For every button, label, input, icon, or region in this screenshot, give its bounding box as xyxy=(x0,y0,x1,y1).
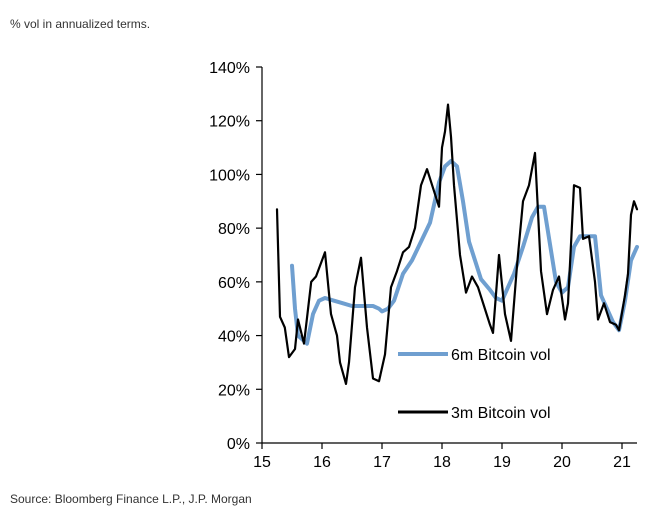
x-tick-label: 21 xyxy=(613,454,631,471)
y-tick-label: 100% xyxy=(209,167,250,184)
y-tick-label: 140% xyxy=(209,60,250,77)
series-layer xyxy=(275,103,639,385)
axes-layer: 0% 20% 40% 60% 80% 100% 120% 140% 15 16 17 18 19 20 21 xyxy=(209,60,637,471)
legend-label: 6m Bitcoin vol xyxy=(451,347,551,364)
chart-subtitle: % vol in annualized terms. xyxy=(10,17,151,31)
x-tick-label: 15 xyxy=(253,454,271,471)
series-line-3m-bitcoin-vol xyxy=(275,103,639,385)
x-tick-label: 20 xyxy=(553,454,571,471)
x-tick-label: 16 xyxy=(313,454,331,471)
x-tick-label: 18 xyxy=(433,454,451,471)
legend: 6m Bitcoin vol 3m Bitcoin vol xyxy=(398,347,551,422)
y-tick-label: 80% xyxy=(218,221,250,238)
y-tick-label: 60% xyxy=(218,275,250,292)
y-tick-label: 120% xyxy=(209,114,250,131)
source-note: Source: Bloomberg Finance L.P., J.P. Mor… xyxy=(10,492,252,506)
x-tick-label: 17 xyxy=(373,454,391,471)
y-tick-label: 40% xyxy=(218,329,250,346)
y-tick-label: 20% xyxy=(218,382,250,399)
series-line-6m-bitcoin-vol xyxy=(290,159,639,346)
y-tick-label: 0% xyxy=(227,436,250,453)
x-tick-label: 19 xyxy=(493,454,511,471)
legend-label: 3m Bitcoin vol xyxy=(451,405,551,422)
